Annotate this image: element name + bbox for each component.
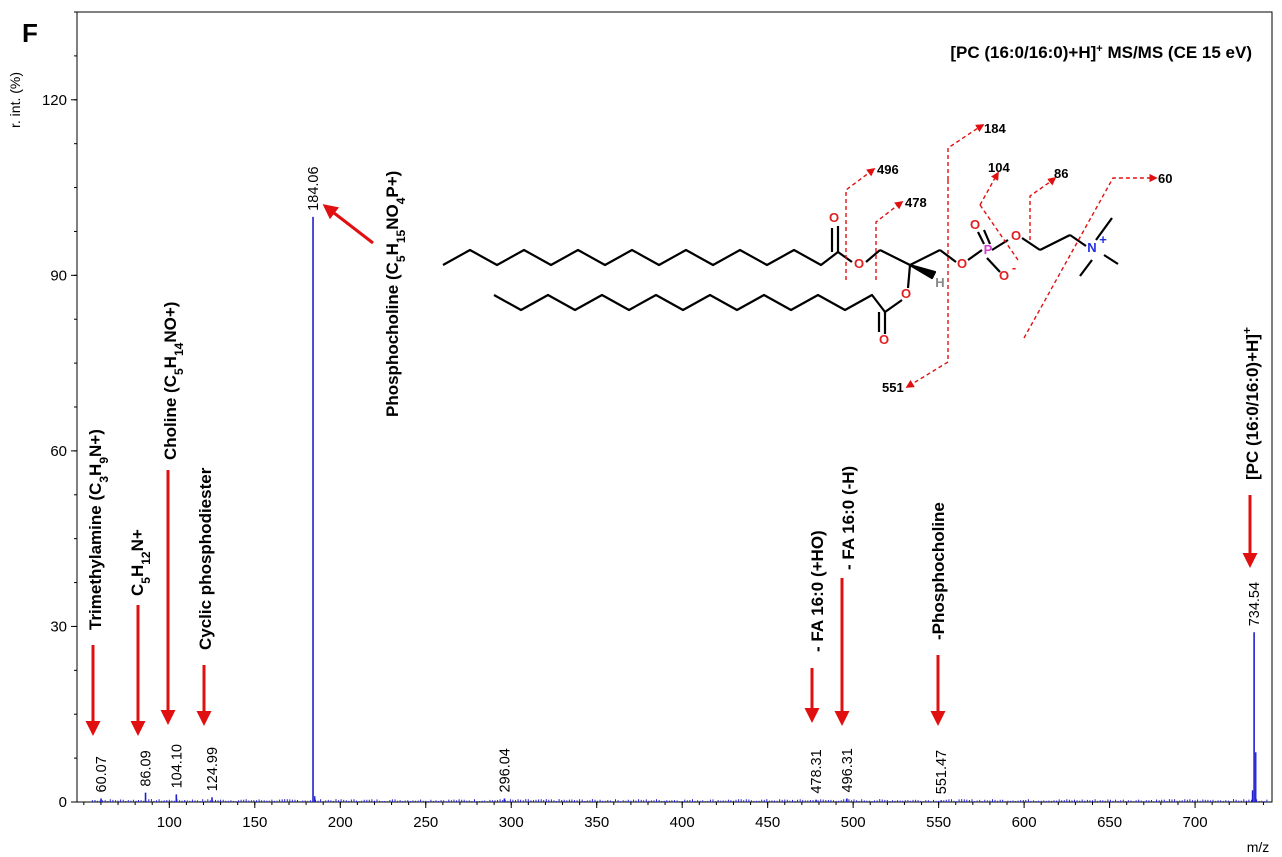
y-tick-label: 60 <box>50 443 67 460</box>
cut-86 <box>1029 181 1051 240</box>
cut-478 <box>875 204 899 280</box>
x-tick-label: 600 <box>1012 814 1037 831</box>
x-tick-label: 100 <box>157 814 182 831</box>
fragment-label: 496 <box>877 162 899 177</box>
fragment-cuts <box>845 124 1158 388</box>
plot-frame <box>76 11 1273 803</box>
peak-label: 104.10 <box>169 744 185 788</box>
molecule-structure <box>442 217 1119 334</box>
y-axis-ticks: 0 30 60 90 120 <box>42 11 77 811</box>
atom-label: H <box>935 275 944 290</box>
x-tick-label: 500 <box>841 814 866 831</box>
atom-label: O <box>1011 228 1021 243</box>
fragment-labels: 496 478 184 104 86 60 551 <box>877 121 1172 395</box>
peak-label: 551.47 <box>934 750 950 794</box>
fragment-annotations: Trimethylamine (C3H9N+) C5H12N+ Choline (C… <box>85 171 1262 736</box>
peak-label: 734.54 <box>1247 582 1263 626</box>
cut-arrowhead <box>905 379 915 388</box>
chart-title: [PC (16:0/16:0)+H]+ MS/MS (CE 15 eV) <box>950 43 1252 62</box>
peak-labels: 60.07 86.09 104.10 124.99 184.06 296.04 478.31… <box>94 166 1263 794</box>
fragment-annotation: Choline (C5H14NO+) <box>161 302 186 460</box>
peak-label: 184.06 <box>306 166 322 210</box>
atom-label: O <box>957 256 967 271</box>
peak-label: 496.31 <box>840 748 856 792</box>
peak-label: 86.09 <box>139 750 155 786</box>
x-tick-label: 300 <box>499 814 524 831</box>
fragment-annotation: - FA 16:0 (+HO) <box>808 530 827 652</box>
peak-label: 478.31 <box>809 749 825 793</box>
spectrum-peaks <box>100 216 1257 802</box>
atom-label: O <box>854 256 864 271</box>
cut-arrowhead <box>990 171 999 181</box>
y-tick-label: 120 <box>42 92 67 109</box>
fragment-annotation: Trimethylamine (C3H9N+) <box>86 429 111 630</box>
panel-letter: F <box>22 18 38 48</box>
fragment-annotation: Phosphocholine (C5H15NO4P+) <box>383 171 408 417</box>
x-tick-label: 700 <box>1183 814 1208 831</box>
fragment-annotation: C5H12N+ <box>128 529 153 596</box>
fragment-label: 86 <box>1054 166 1068 181</box>
peak-label: 124.99 <box>205 747 221 791</box>
x-tick-label: 200 <box>328 814 353 831</box>
cut-496 <box>845 171 871 280</box>
y-tick-label: 0 <box>59 794 67 811</box>
baseline-noise <box>91 799 1268 802</box>
x-tick-label: 450 <box>755 814 780 831</box>
fragment-annotation: -Phosphocholine <box>929 502 948 640</box>
cut-arrowhead <box>866 167 876 177</box>
atom-label: O <box>879 332 889 347</box>
atom-label: - <box>1012 260 1016 275</box>
x-axis-ticks: 100 150 200 250 300 350 400 450 500 550 600 650 700 <box>83 802 1264 831</box>
cut-arrowhead <box>975 124 985 133</box>
fragment-label: 551 <box>882 380 904 395</box>
fragment-label: 478 <box>905 195 927 210</box>
x-tick-label: 400 <box>670 814 695 831</box>
atom-label: O <box>999 268 1009 283</box>
peak-label: 60.07 <box>94 756 110 792</box>
y-tick-label: 30 <box>50 618 67 635</box>
noise-trace <box>91 799 1268 802</box>
atom-label: O <box>829 210 839 225</box>
fragment-annotation: Cyclic phosphodiester <box>196 467 215 650</box>
peak-label: 296.04 <box>497 748 513 792</box>
fragment-annotation: [PC (16:0/16:0)+H]+ <box>1240 327 1262 480</box>
annotation-arrow <box>322 204 374 245</box>
cut-arrowhead <box>1047 176 1057 186</box>
x-tick-label: 150 <box>242 814 267 831</box>
atom-label: O <box>901 286 911 301</box>
cut-551 <box>911 180 949 385</box>
cut-184-upper <box>947 127 979 180</box>
atom-label: + <box>1099 232 1107 247</box>
x-tick-label: 550 <box>926 814 951 831</box>
x-tick-label: 250 <box>413 814 438 831</box>
cut-60 <box>1023 177 1150 339</box>
cut-arrowhead <box>894 200 904 210</box>
x-tick-label: 650 <box>1097 814 1122 831</box>
fragment-label: 104 <box>988 160 1010 175</box>
y-tick-label: 90 <box>50 267 67 284</box>
atom-label: N <box>1087 240 1096 255</box>
y-axis-title: r. int. (%) <box>7 72 23 128</box>
x-tick-label: 350 <box>584 814 609 831</box>
x-axis-title: m/z <box>1247 839 1270 855</box>
atom-label: P <box>984 242 993 257</box>
cut-104-arrow <box>979 177 996 206</box>
atom-label: O <box>970 217 980 232</box>
fragment-label: 60 <box>1158 171 1172 186</box>
fragment-label: 184 <box>984 121 1006 136</box>
fragment-annotation: - FA 16:0 (-H) <box>839 466 858 570</box>
